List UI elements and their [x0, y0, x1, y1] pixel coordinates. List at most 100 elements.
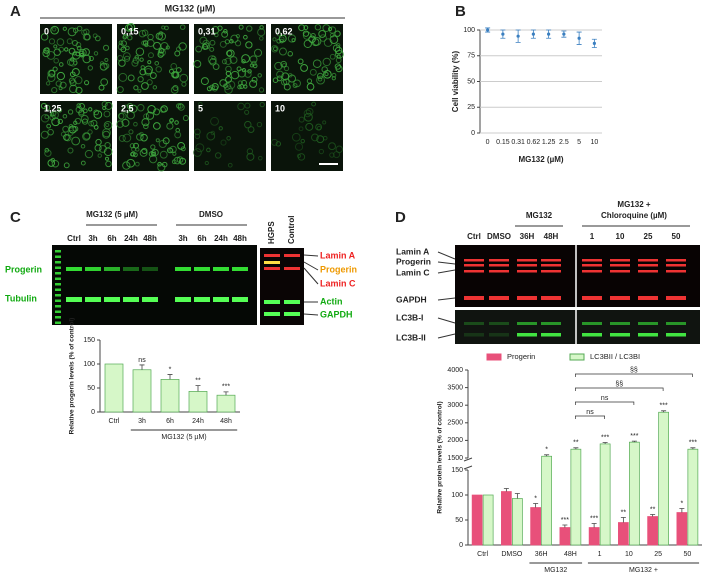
nucleus: [225, 70, 232, 77]
nucleus: [298, 24, 306, 32]
nucleus: [40, 130, 49, 139]
lamin-band: [517, 259, 537, 262]
nucleus: [169, 145, 177, 154]
nucleus: [308, 35, 316, 44]
nucleus: [84, 149, 94, 159]
nucleus: [212, 63, 220, 71]
x-tick-label: 0.15: [496, 139, 510, 146]
nucleus: [276, 70, 284, 79]
nucleus: [150, 144, 156, 150]
nucleus: [80, 114, 89, 123]
nucleus: [244, 109, 250, 115]
nucleus: [227, 162, 233, 168]
nucleus: [322, 24, 331, 32]
nucleus: [316, 75, 325, 85]
nucleus: [46, 123, 52, 129]
nucleus: [171, 71, 179, 79]
nucleus: [51, 27, 57, 32]
nucleus: [118, 134, 126, 142]
treatment-label: MG132: [526, 211, 553, 220]
nucleus: [135, 147, 140, 152]
progerin-band: [104, 267, 120, 271]
nucleus: [329, 32, 335, 38]
y-tick-label: 75: [467, 53, 475, 60]
nucleus: [318, 30, 327, 38]
comparison-label: ns: [601, 395, 609, 402]
x-tick-label: 1: [598, 551, 602, 558]
significance: ***: [601, 434, 609, 441]
lc3b-i-band: [638, 322, 658, 325]
y-tick-label: 2500: [447, 420, 463, 427]
error-bar: [573, 447, 579, 450]
nucleus: [56, 71, 65, 81]
nucleus: [134, 55, 139, 60]
nucleus: [244, 70, 252, 78]
nucleus: [148, 155, 158, 164]
x-tick-label: 0: [486, 139, 490, 146]
nucleus: [281, 79, 288, 86]
nucleus: [334, 30, 341, 37]
bar: [687, 448, 699, 546]
lane-label: 25: [644, 232, 653, 241]
nucleus: [249, 79, 258, 88]
nucleus: [225, 65, 232, 73]
nucleus: [332, 44, 341, 52]
nucleus: [318, 148, 325, 155]
nucleus: [287, 34, 297, 43]
nucleus: [126, 102, 134, 110]
nucleus: [272, 46, 278, 52]
x-tick-label: 6h: [166, 418, 174, 425]
connector: [437, 251, 456, 260]
error-bar: [544, 454, 550, 457]
nucleus: [67, 109, 74, 115]
y-tick-label: 2000: [447, 437, 463, 444]
x-tick-label: 0.62: [527, 139, 541, 146]
nucleus: [58, 46, 65, 53]
nucleus: [271, 45, 279, 53]
nucleus: [333, 151, 341, 159]
bar: [216, 394, 236, 413]
nucleus: [50, 110, 57, 117]
lamin-band: [582, 270, 602, 273]
point: [577, 36, 581, 40]
nucleus: [210, 130, 216, 136]
nucleus: [169, 118, 174, 124]
nucleus: [133, 152, 138, 158]
nucleus: [82, 48, 90, 56]
nucleus: [322, 120, 327, 125]
nucleus: [210, 116, 219, 126]
nucleus: [206, 131, 216, 141]
lc3b-i-band: [666, 322, 686, 325]
lc3b-i-band: [517, 322, 537, 325]
lc3b-i-band: [489, 322, 509, 325]
nucleus: [149, 72, 157, 80]
bar: [676, 512, 688, 546]
nucleus: [42, 49, 50, 58]
tubulin-band: [194, 297, 210, 302]
nucleus: [177, 103, 185, 111]
nucleus: [283, 65, 290, 72]
error-bar: [514, 493, 520, 499]
blot-label: LC3B-II: [396, 332, 426, 342]
nucleus: [312, 59, 322, 68]
tubulin-band: [85, 297, 101, 302]
lc3b-i-band: [541, 322, 561, 325]
significance: *: [534, 495, 537, 502]
blot-label: GAPDH: [396, 294, 427, 304]
nucleus: [131, 59, 139, 67]
nucleus: [194, 128, 201, 136]
significance: *: [169, 366, 172, 373]
nucleus: [249, 55, 258, 64]
nucleus: [296, 153, 302, 159]
nucleus: [74, 117, 82, 125]
error-bar: [576, 31, 582, 45]
significance: ***: [689, 440, 697, 447]
x-axis-label: MG132 (µM): [518, 155, 563, 164]
nucleus: [62, 125, 70, 133]
connector: [437, 261, 456, 265]
nucleus: [218, 126, 223, 131]
error-bar: [500, 29, 506, 39]
progerin-band: [142, 267, 158, 271]
bar: [599, 443, 611, 546]
bar: [160, 379, 180, 413]
